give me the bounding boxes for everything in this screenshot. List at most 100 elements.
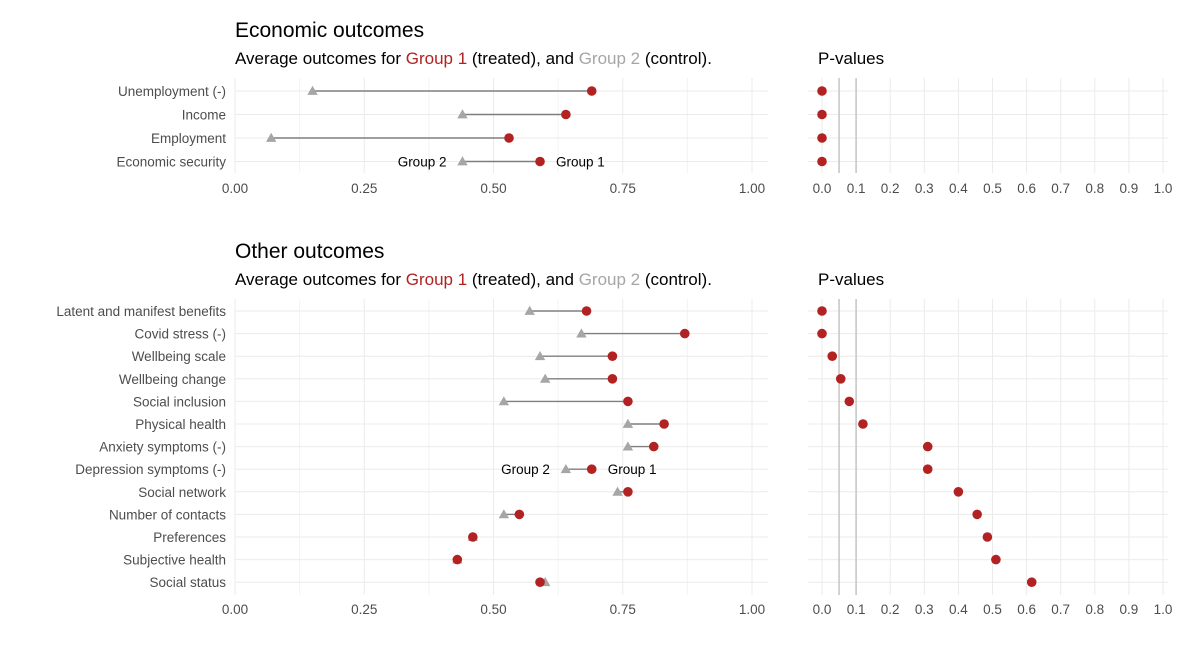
group1-point [659, 419, 669, 429]
subtitle-group2: Group 2 [579, 270, 640, 289]
pvalue-point-wellbeing-scale [827, 351, 838, 362]
pvalue-point-social-network [953, 487, 964, 497]
pvalue-point-anxiety-symptoms [922, 441, 933, 452]
panel-subtitle: Average outcomes for Group 1 (treated), … [235, 270, 712, 289]
x-tick-label: 0.9 [1120, 602, 1139, 617]
category-label-employment: Employment [151, 131, 226, 146]
x-tick-label: 0.75 [610, 181, 636, 196]
group1-point [586, 86, 597, 96]
x-tick-label: 0.4 [949, 602, 968, 617]
group2-point [576, 328, 587, 338]
other-pvalues-panel: P-values 0.0 0.1 0.2 0.3 0.4 0.5 0.6 0.7 0.8 0.9 1.… [808, 270, 1172, 617]
category-label-wellbeing-change: Wellbeing change [119, 372, 226, 387]
category-label-latent-and-manifest-benefits: Latent and manifest benefits [56, 304, 226, 319]
x-tick-label: 0.75 [610, 602, 636, 617]
economic-outcomes-panel: Economic outcomes Average outcomes for Gr… [116, 19, 768, 196]
subtitle-middle: (treated), and [467, 270, 579, 289]
group1-point [679, 328, 690, 339]
x-tick-label: 1.0 [1154, 602, 1173, 617]
x-tick-label: 0.7 [1051, 181, 1070, 196]
x-tick-label: 1.0 [1154, 181, 1173, 196]
pvalue-point-latent-and-manifest-benefits [817, 306, 827, 316]
x-tick-label: 0.50 [480, 181, 506, 196]
x-tick-label: 0.5 [983, 602, 1002, 617]
group2-point [524, 305, 535, 315]
group1-point [452, 554, 463, 565]
x-tick-label: 0.1 [847, 181, 866, 196]
group1-point [504, 133, 514, 143]
pvalue-point-depression-symptoms [922, 464, 933, 475]
x-tick-label: 0.1 [847, 602, 866, 617]
x-tick-label: 0.0 [813, 181, 832, 196]
x-tick-label: 0.2 [881, 181, 900, 196]
x-tick-label: 0.3 [915, 181, 934, 196]
group2-annotation: Group 2 [398, 155, 447, 170]
group1-point [561, 109, 571, 120]
x-tick-label: 0.50 [480, 602, 506, 617]
group2-point [265, 132, 277, 142]
x-tick-label: 0.8 [1085, 602, 1104, 617]
subtitle-group1: Group 1 [406, 270, 467, 289]
subtitle-suffix: (control). [640, 49, 712, 68]
group1-point [468, 532, 478, 542]
subtitle-suffix: (control). [640, 270, 712, 289]
group2-point [498, 396, 510, 406]
category-label-social-network: Social network [138, 485, 226, 500]
group1-point [581, 306, 592, 316]
group2-annotation: Group 2 [501, 462, 550, 477]
pvalue-point-wellbeing-change [835, 374, 846, 384]
x-tick-label: 0.8 [1085, 181, 1104, 196]
category-label-social-inclusion: Social inclusion [133, 394, 226, 409]
pvalue-point-covid-stress [817, 328, 827, 339]
group2-point [534, 351, 546, 361]
group1-point [607, 351, 618, 362]
group2-point [457, 156, 468, 166]
pvalue-title: P-values [818, 270, 884, 289]
pvalue-point-employment [817, 133, 827, 143]
x-tick-label: 0.0 [813, 602, 832, 617]
category-label-unemployment: Unemployment (-) [118, 84, 226, 99]
panel-title: Economic outcomes [235, 19, 424, 42]
category-label-number-of-contacts: Number of contacts [109, 507, 226, 522]
category-label-covid-stress: Covid stress (-) [134, 327, 226, 342]
pvalue-point-physical-health [858, 419, 868, 429]
pvalue-point-preferences [982, 532, 993, 542]
group1-point [535, 156, 545, 167]
group2-point [560, 464, 572, 474]
x-tick-label: 0.00 [222, 602, 248, 617]
group1-point [648, 441, 659, 452]
group1-point [586, 464, 597, 475]
panel-subtitle: Average outcomes for Group 1 (treated), … [235, 49, 712, 68]
category-label-physical-health: Physical health [135, 417, 226, 432]
category-label-depression-symptoms: Depression symptoms (-) [75, 462, 226, 477]
x-tick-label: 0.7 [1051, 602, 1070, 617]
panel-title: Other outcomes [235, 240, 384, 263]
subtitle-prefix: Average outcomes for [235, 49, 406, 68]
x-tick-label: 1.00 [739, 602, 765, 617]
pvalue-point-income [817, 109, 827, 120]
subtitle-prefix: Average outcomes for [235, 270, 406, 289]
group2-point [622, 418, 634, 428]
pvalue-title: P-values [818, 49, 884, 68]
group1-point [514, 509, 525, 520]
pvalue-point-social-status [1026, 577, 1037, 587]
group2-point [498, 509, 510, 519]
x-tick-label: 0.25 [351, 181, 377, 196]
economic-pvalues-panel: P-values 0.0 0.1 0.2 0.3 0.4 0.5 0.6 0.7 0.8 0.9 1.… [808, 49, 1172, 196]
group2-point [612, 486, 623, 496]
group2-point [540, 373, 551, 383]
group1-point [535, 577, 545, 587]
x-tick-label: 1.00 [739, 181, 765, 196]
group2-point [622, 441, 634, 451]
group1-point [623, 487, 633, 497]
group2-point [307, 85, 318, 95]
x-tick-label: 0.3 [915, 602, 934, 617]
pvalue-point-unemployment [817, 86, 827, 96]
other-outcomes-panel: Other outcomes Average outcomes for Group… [56, 240, 768, 617]
x-tick-label: 0.25 [351, 602, 377, 617]
group1-point [623, 396, 633, 407]
x-tick-label: 0.4 [949, 181, 968, 196]
subtitle-group1: Group 1 [406, 49, 467, 68]
category-label-economic-security: Economic security [116, 155, 226, 170]
group1-point [607, 374, 618, 384]
